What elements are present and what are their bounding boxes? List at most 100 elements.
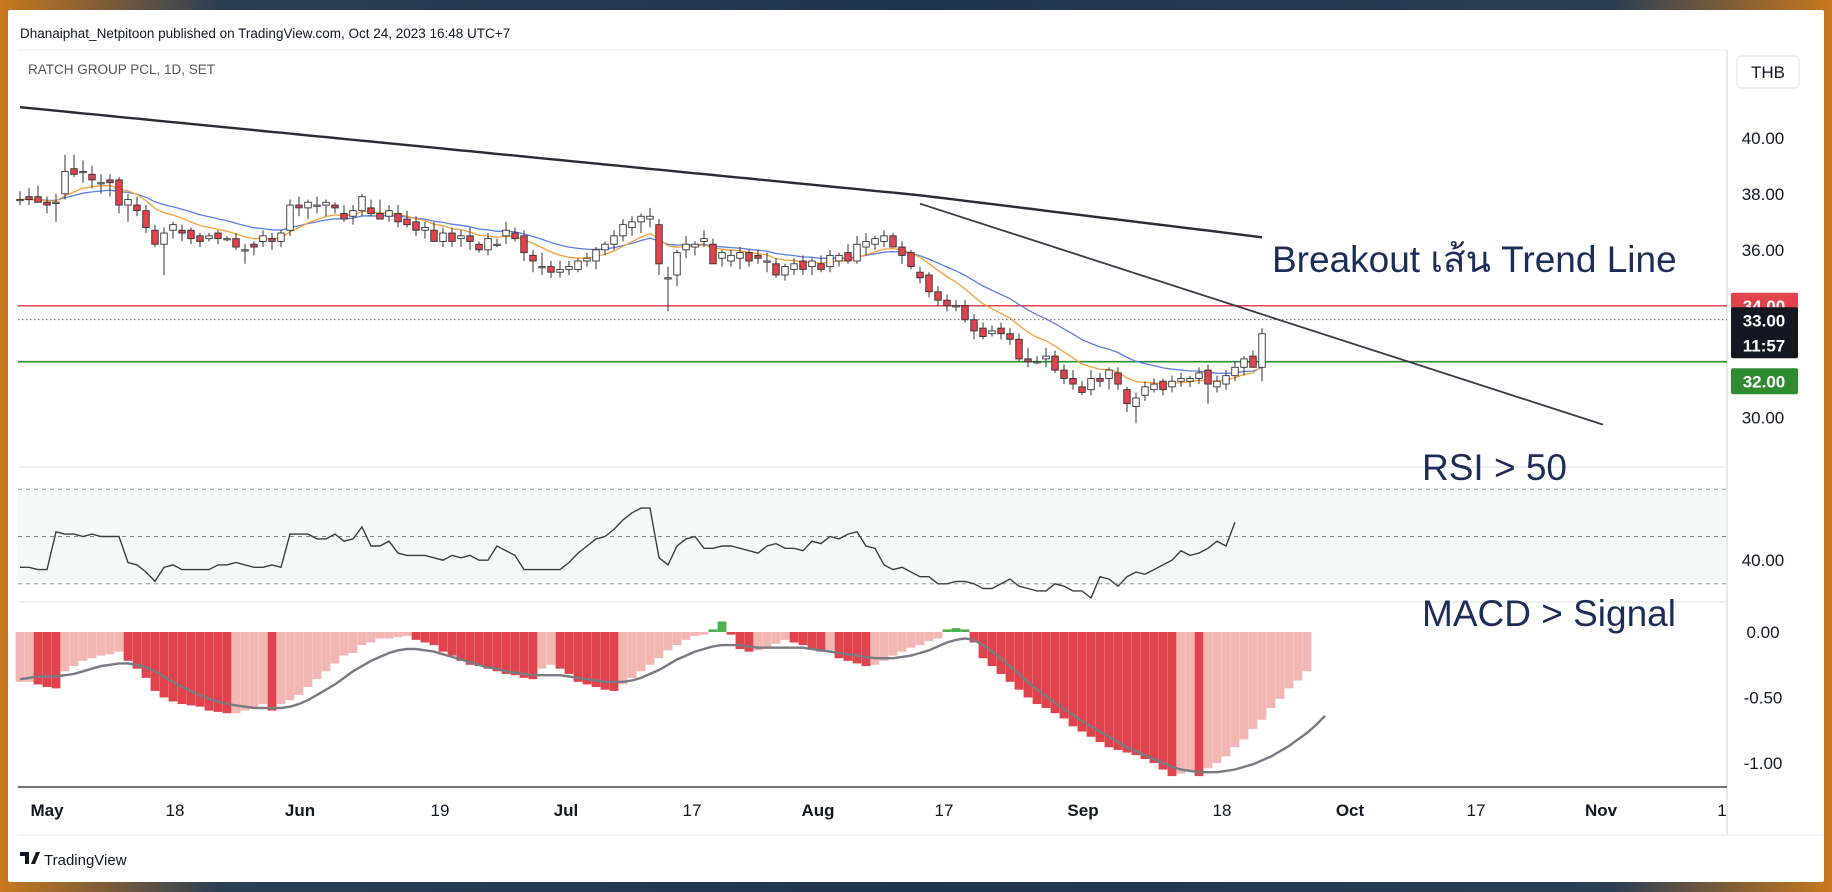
candle-body <box>178 229 186 234</box>
candle-body <box>574 260 582 270</box>
macd-histogram-bar <box>1086 632 1096 737</box>
candle-body <box>700 238 708 242</box>
time-tick-label: Jun <box>285 801 315 820</box>
candle-body <box>133 204 141 212</box>
macd-histogram-bar <box>546 632 556 665</box>
candle-body <box>385 210 393 217</box>
macd-histogram-bar <box>708 629 718 632</box>
candle-body <box>349 210 357 217</box>
candle <box>736 247 744 270</box>
candle <box>484 233 492 256</box>
support-price-tag: 32.00 <box>1743 372 1786 391</box>
macd-histogram-bar <box>402 632 412 636</box>
macd-histogram-bar <box>1248 632 1258 729</box>
candle-body <box>1051 355 1059 371</box>
candle-body <box>340 213 348 220</box>
candle-body <box>1060 369 1068 379</box>
candle-body <box>277 232 285 242</box>
candle <box>466 227 474 250</box>
candle <box>565 261 573 275</box>
candle-body <box>1024 358 1032 363</box>
macd-histogram-bar <box>1284 632 1294 689</box>
candle <box>250 241 258 256</box>
candle <box>772 258 780 278</box>
macd-histogram-bar <box>1203 632 1213 769</box>
candle <box>1186 375 1194 387</box>
candle-body <box>547 266 555 273</box>
candle <box>547 261 555 278</box>
candle-body <box>538 266 546 269</box>
macd-histogram-bar <box>1122 632 1132 753</box>
macd-histogram-bar <box>195 632 205 707</box>
candle-body <box>412 221 420 231</box>
candle-body <box>151 229 159 245</box>
candle-body <box>1168 380 1176 388</box>
candle <box>34 185 42 203</box>
candle-body <box>655 224 663 265</box>
candle <box>151 224 159 248</box>
candle <box>124 193 132 222</box>
candle-body <box>718 252 726 259</box>
candle-body <box>187 229 195 240</box>
macd-histogram-bar <box>186 632 196 706</box>
candle-body <box>529 254 537 262</box>
candle-body <box>448 232 456 242</box>
candle-body <box>907 252 915 268</box>
macd-histogram-bar <box>312 632 322 680</box>
macd-tick-label: 0.00 <box>1746 623 1779 642</box>
candle-body <box>709 243 717 265</box>
macd-histogram-bar <box>204 632 214 711</box>
macd-histogram-bar <box>15 632 25 682</box>
macd-histogram-bar <box>168 632 178 702</box>
candle <box>331 202 339 214</box>
macd-histogram-bar <box>51 632 61 689</box>
candle-body <box>1195 372 1203 379</box>
candle <box>1240 356 1248 376</box>
candle <box>691 241 699 256</box>
candle <box>718 249 726 267</box>
macd-histogram-bar <box>1077 632 1087 732</box>
candle <box>781 263 789 281</box>
macd-histogram-bar <box>150 632 160 691</box>
candle <box>1078 381 1086 396</box>
candle-body <box>1105 369 1113 379</box>
ema-fast-line <box>20 184 1263 385</box>
time-tick-label: 17 <box>935 801 954 820</box>
macd-histogram-bar <box>555 632 565 669</box>
time-tick-label: Oct <box>1336 801 1365 820</box>
candle-body <box>934 291 942 301</box>
candle-body <box>691 243 699 248</box>
macd-histogram-bar <box>33 632 43 685</box>
candle-body <box>664 277 672 280</box>
candle <box>1231 361 1239 382</box>
candle-body <box>952 305 960 308</box>
candle-body <box>502 229 510 237</box>
macd-histogram-bar <box>114 632 124 652</box>
candle <box>385 205 393 222</box>
macd-histogram-bar <box>888 632 898 656</box>
candle-body <box>745 252 753 262</box>
candle-body <box>727 254 735 262</box>
candle-body <box>475 243 483 251</box>
candle <box>988 325 996 337</box>
macd-histogram-bar <box>1104 632 1114 748</box>
candle <box>790 258 798 275</box>
currency-button[interactable] <box>1736 55 1800 89</box>
macd-histogram-bar <box>24 632 34 682</box>
candle-body <box>871 238 879 245</box>
candle-body <box>817 263 825 270</box>
tradingview-logo[interactable]: TradingView <box>20 852 127 869</box>
candle-body <box>160 232 168 245</box>
moving-averages-layer <box>19 106 1263 385</box>
macd-histogram-bar <box>1131 632 1141 756</box>
candle-body <box>736 252 744 259</box>
macd-histogram-bar <box>690 632 700 636</box>
candle <box>412 216 420 236</box>
macd-histogram-bar <box>1158 632 1168 770</box>
candle-body <box>916 271 924 279</box>
candle <box>286 199 294 236</box>
candle <box>106 174 114 197</box>
candle <box>349 205 357 225</box>
candle-body <box>844 252 852 262</box>
